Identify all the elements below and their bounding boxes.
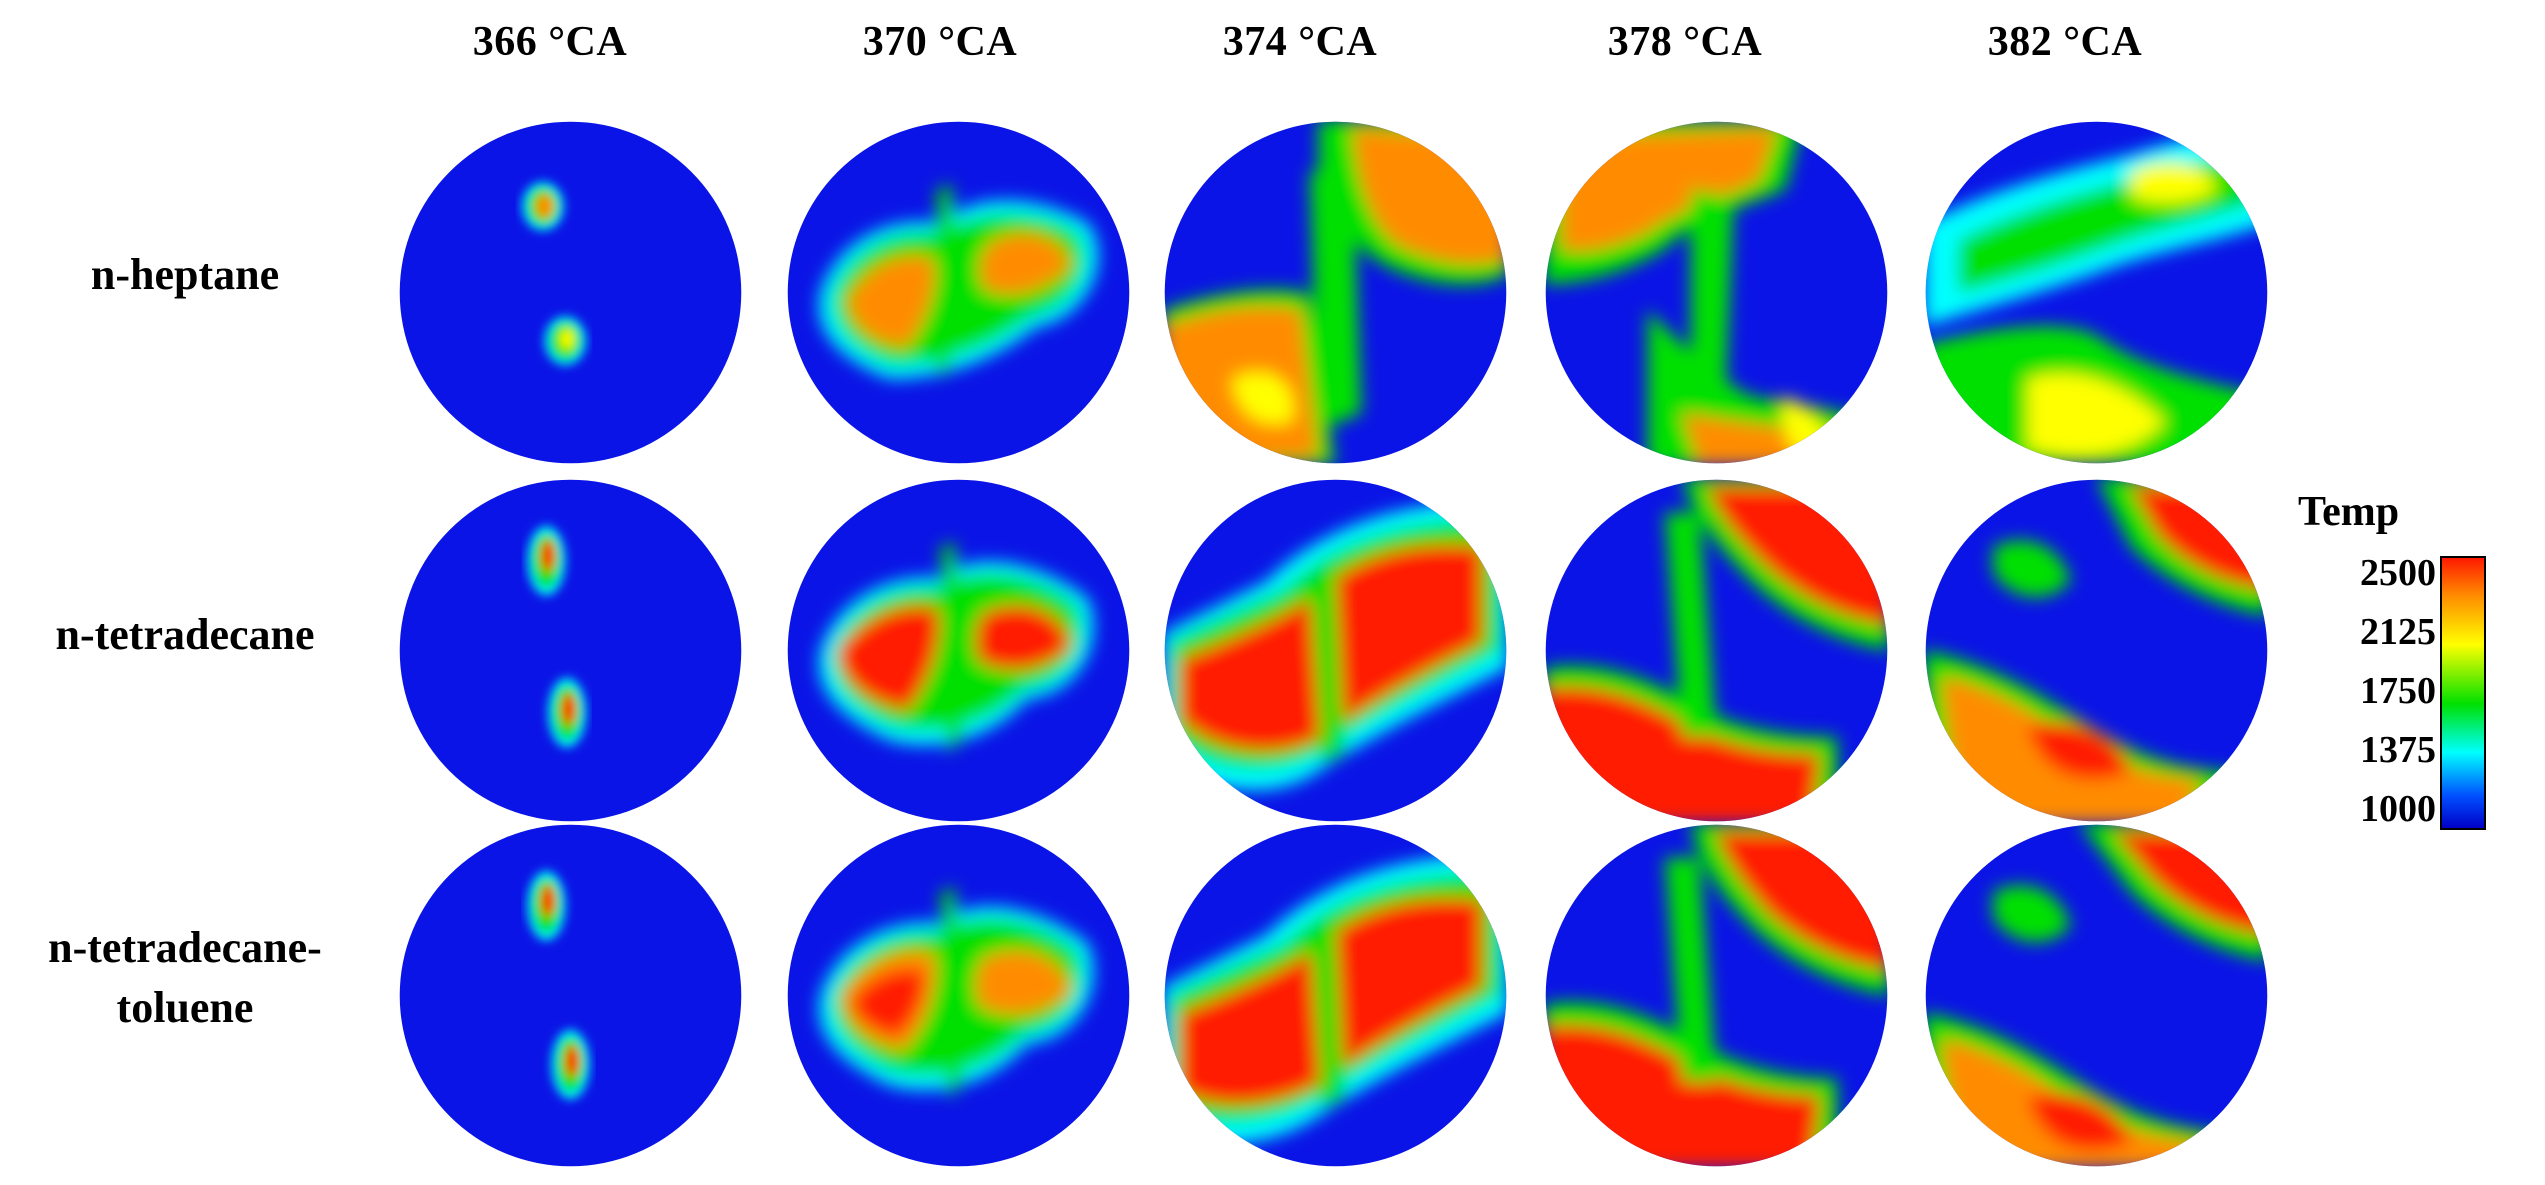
row-label-line1: n-tetradecane- — [48, 923, 322, 972]
temperature-field-n-heptane-370 — [786, 120, 1131, 465]
temperature-field-n-tetradecane-382 — [1924, 478, 2269, 823]
column-header-382: 382 °CA — [1987, 19, 2143, 65]
temperature-field-n-tetradecane-toluene-382 — [1924, 823, 2269, 1168]
temperature-field-n-heptane-382 — [1924, 120, 2269, 465]
legend-title: Temp — [2298, 489, 2400, 535]
row-label-line1: n-tetradecane — [55, 610, 315, 659]
temperature-field-n-tetradecane-toluene-374 — [1163, 823, 1508, 1168]
row-label-n-heptane: n-heptane — [0, 245, 370, 305]
row-label-line2: toluene — [116, 983, 254, 1032]
legend-tick-2125: 2125 — [2360, 611, 2436, 653]
legend-tick-1750: 1750 — [2360, 670, 2436, 712]
column-header-378: 378 °CA — [1607, 19, 1763, 65]
row-label-n-tetradecane-toluene: n-tetradecane- toluene — [0, 918, 370, 1038]
temperature-field-n-tetradecane-toluene-378 — [1544, 823, 1889, 1168]
legend-tick-2500: 2500 — [2360, 552, 2436, 594]
temperature-field-n-tetradecane-toluene-366 — [398, 823, 743, 1168]
color-scale-bar — [2440, 556, 2486, 830]
temperature-field-n-tetradecane-370 — [786, 478, 1131, 823]
row-label-line1: n-heptane — [90, 250, 280, 299]
temperature-field-n-tetradecane-toluene-370 — [786, 823, 1131, 1168]
temperature-field-n-tetradecane-378 — [1544, 478, 1889, 823]
legend-tick-1000: 1000 — [2360, 788, 2436, 830]
legend-tick-1375: 1375 — [2360, 729, 2436, 771]
column-header-370: 370 °CA — [862, 19, 1018, 65]
temperature-field-n-tetradecane-374 — [1163, 478, 1508, 823]
temperature-field-n-heptane-366 — [398, 120, 743, 465]
temperature-field-n-heptane-374 — [1163, 120, 1508, 465]
temperature-field-n-tetradecane-366 — [398, 478, 743, 823]
temperature-field-n-heptane-378 — [1544, 120, 1889, 465]
row-label-n-tetradecane: n-tetradecane — [0, 605, 370, 665]
column-header-374: 374 °CA — [1222, 19, 1378, 65]
column-header-366: 366 °CA — [472, 19, 628, 65]
